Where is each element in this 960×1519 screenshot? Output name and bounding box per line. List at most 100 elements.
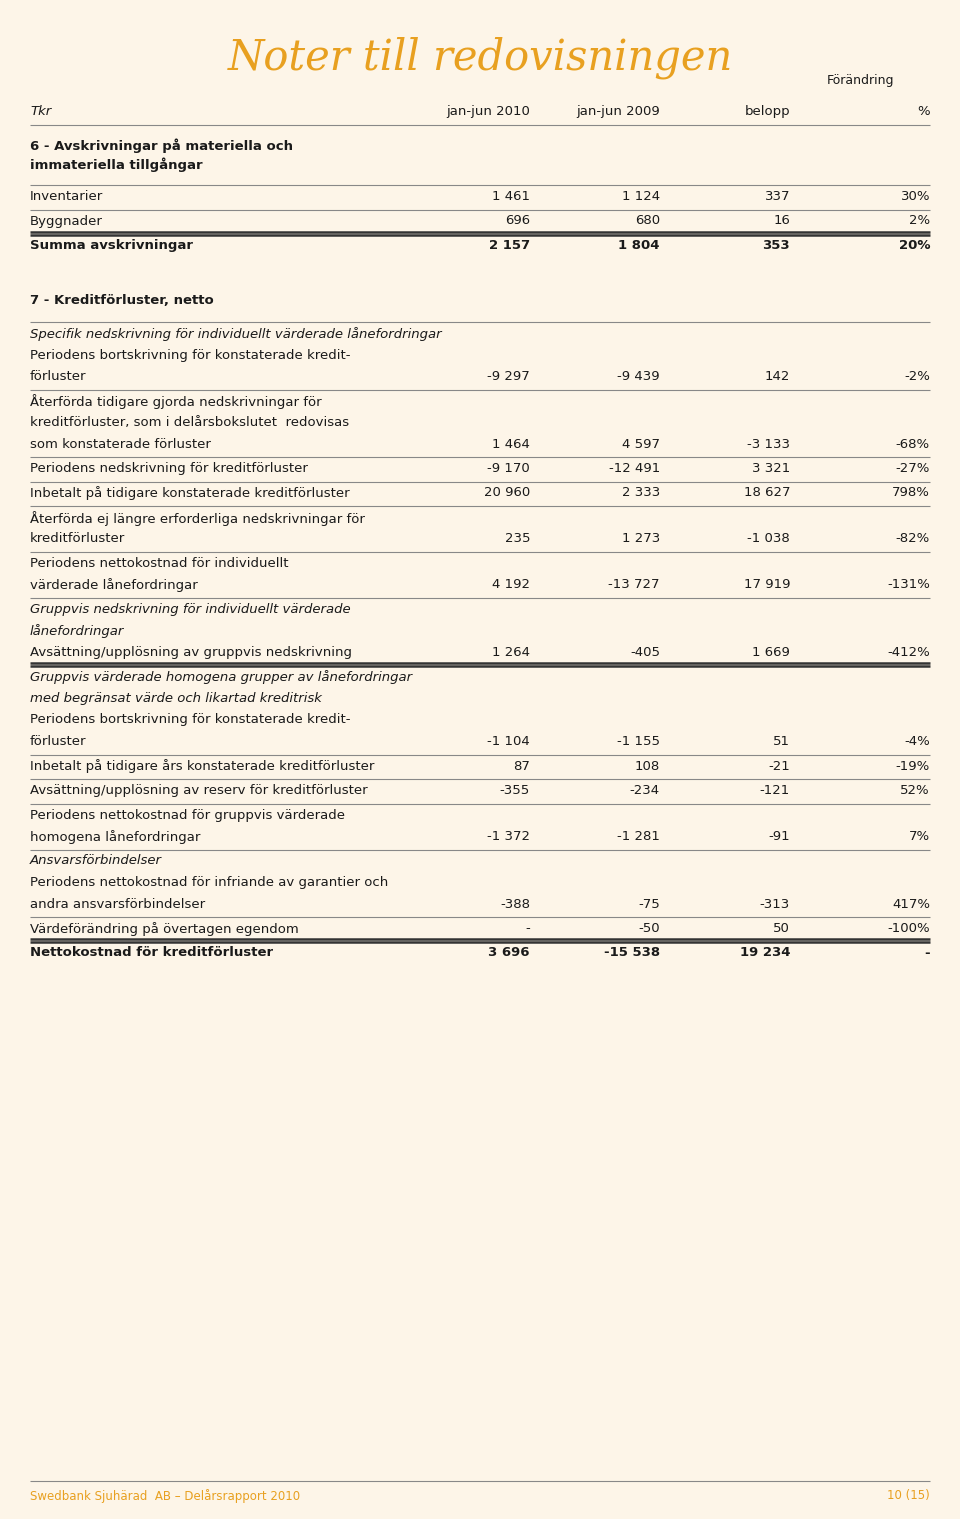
Text: -1 281: -1 281 <box>617 829 660 843</box>
Text: Periodens bortskrivning för konstaterade kredit-: Periodens bortskrivning för konstaterade… <box>30 714 350 726</box>
Text: kreditförluster: kreditförluster <box>30 533 125 545</box>
Text: förluster: förluster <box>30 371 86 383</box>
Text: Noter till redovisningen: Noter till redovisningen <box>228 36 732 79</box>
Text: 2 333: 2 333 <box>622 486 660 500</box>
Text: Inbetalt på tidigare års konstaterade kreditförluster: Inbetalt på tidigare års konstaterade kr… <box>30 760 374 773</box>
Text: 680: 680 <box>635 214 660 228</box>
Text: 1 669: 1 669 <box>752 646 790 659</box>
Text: 235: 235 <box>505 533 530 545</box>
Text: 4 192: 4 192 <box>492 579 530 591</box>
Text: 1 464: 1 464 <box>492 437 530 451</box>
Text: -82%: -82% <box>896 533 930 545</box>
Text: belopp: belopp <box>744 105 790 118</box>
Text: -19%: -19% <box>896 760 930 773</box>
Text: kreditförluster, som i delårsbokslutet  redovisas: kreditförluster, som i delårsbokslutet r… <box>30 416 349 428</box>
Text: 52%: 52% <box>900 784 930 797</box>
Text: Periodens bortskrivning för konstaterade kredit-: Periodens bortskrivning för konstaterade… <box>30 348 350 362</box>
Text: -3 133: -3 133 <box>747 437 790 451</box>
Text: Inbetalt på tidigare konstaterade kreditförluster: Inbetalt på tidigare konstaterade kredit… <box>30 486 349 500</box>
Text: 6 - Avskrivningar på materiella och: 6 - Avskrivningar på materiella och <box>30 138 293 152</box>
Text: 417%: 417% <box>892 898 930 910</box>
Text: -9 297: -9 297 <box>488 371 530 383</box>
Text: 50: 50 <box>773 922 790 936</box>
Text: -15 538: -15 538 <box>604 946 660 960</box>
Text: 108: 108 <box>635 760 660 773</box>
Text: 1 264: 1 264 <box>492 646 530 659</box>
Text: Periodens nettokostnad för gruppvis värderade: Periodens nettokostnad för gruppvis värd… <box>30 808 345 822</box>
Text: Inventarier: Inventarier <box>30 190 104 204</box>
Text: andra ansvarsförbindelser: andra ansvarsförbindelser <box>30 898 205 910</box>
Text: 87: 87 <box>514 760 530 773</box>
Text: 142: 142 <box>764 371 790 383</box>
Text: -355: -355 <box>500 784 530 797</box>
Text: 16: 16 <box>773 214 790 228</box>
Text: 17 919: 17 919 <box>743 579 790 591</box>
Text: homogena lånefordringar: homogena lånefordringar <box>30 829 201 845</box>
Text: -50: -50 <box>638 922 660 936</box>
Text: 20%: 20% <box>899 238 930 252</box>
Text: 337: 337 <box>764 190 790 204</box>
Text: Avsättning/upplösning av reserv för kreditförluster: Avsättning/upplösning av reserv för kred… <box>30 784 368 797</box>
Text: Tkr: Tkr <box>30 105 51 118</box>
Text: Gruppvis nedskrivning för individuellt värderade: Gruppvis nedskrivning för individuellt v… <box>30 603 350 617</box>
Text: -412%: -412% <box>887 646 930 659</box>
Text: Värdeförändring på övertagen egendom: Värdeförändring på övertagen egendom <box>30 922 299 936</box>
Text: 30%: 30% <box>900 190 930 204</box>
Text: -234: -234 <box>630 784 660 797</box>
Text: 3 696: 3 696 <box>489 946 530 960</box>
Text: Periodens nettokostnad för infriande av garantier och: Periodens nettokostnad för infriande av … <box>30 876 388 889</box>
Text: Specifik nedskrivning för individuellt värderade lånefordringar: Specifik nedskrivning för individuellt v… <box>30 327 442 340</box>
Text: -1 104: -1 104 <box>488 735 530 747</box>
Text: jan-jun 2009: jan-jun 2009 <box>576 105 660 118</box>
Text: 1 461: 1 461 <box>492 190 530 204</box>
Text: förluster: förluster <box>30 735 86 747</box>
Text: Återförda tidigare gjorda nedskrivningar för: Återförda tidigare gjorda nedskrivningar… <box>30 395 322 410</box>
Text: Gruppvis värderade homogena grupper av lånefordringar: Gruppvis värderade homogena grupper av l… <box>30 670 412 685</box>
Text: värderade lånefordringar: värderade lånefordringar <box>30 579 198 592</box>
Text: -405: -405 <box>630 646 660 659</box>
Text: 2%: 2% <box>909 214 930 228</box>
Text: 7 - Kreditförluster, netto: 7 - Kreditförluster, netto <box>30 295 214 307</box>
Text: -313: -313 <box>759 898 790 910</box>
Text: -1 372: -1 372 <box>487 829 530 843</box>
Text: -68%: -68% <box>896 437 930 451</box>
Text: 10 (15): 10 (15) <box>887 1489 930 1502</box>
Text: lånefordringar: lånefordringar <box>30 624 125 638</box>
Text: 1 124: 1 124 <box>622 190 660 204</box>
Text: -121: -121 <box>759 784 790 797</box>
Text: 20 960: 20 960 <box>484 486 530 500</box>
Text: 353: 353 <box>762 238 790 252</box>
Text: -75: -75 <box>638 898 660 910</box>
Text: 4 597: 4 597 <box>622 437 660 451</box>
Text: 51: 51 <box>773 735 790 747</box>
Text: Avsättning/upplösning av gruppvis nedskrivning: Avsättning/upplösning av gruppvis nedskr… <box>30 646 352 659</box>
Text: 798%: 798% <box>892 486 930 500</box>
Text: 19 234: 19 234 <box>739 946 790 960</box>
Text: Ansvarsförbindelser: Ansvarsförbindelser <box>30 855 162 867</box>
Text: -: - <box>924 946 930 960</box>
Text: Byggnader: Byggnader <box>30 214 103 228</box>
Text: 1 804: 1 804 <box>618 238 660 252</box>
Text: -388: -388 <box>500 898 530 910</box>
Text: -100%: -100% <box>887 922 930 936</box>
Text: 3 321: 3 321 <box>752 462 790 475</box>
Text: Nettokostnad för kreditförluster: Nettokostnad för kreditförluster <box>30 946 274 960</box>
Text: som konstaterade förluster: som konstaterade förluster <box>30 437 211 451</box>
Text: -131%: -131% <box>887 579 930 591</box>
Text: -2%: -2% <box>904 371 930 383</box>
Text: 7%: 7% <box>909 829 930 843</box>
Text: 696: 696 <box>505 214 530 228</box>
Text: Förändring: Förändring <box>827 74 894 87</box>
Text: %: % <box>918 105 930 118</box>
Text: jan-jun 2010: jan-jun 2010 <box>446 105 530 118</box>
Text: 18 627: 18 627 <box>743 486 790 500</box>
Text: -21: -21 <box>768 760 790 773</box>
Text: Periodens nettokostnad för individuellt: Periodens nettokostnad för individuellt <box>30 557 289 570</box>
Text: -1 155: -1 155 <box>617 735 660 747</box>
Text: -91: -91 <box>768 829 790 843</box>
Text: Periodens nedskrivning för kreditförluster: Periodens nedskrivning för kreditförlust… <box>30 462 308 475</box>
Text: -9 439: -9 439 <box>617 371 660 383</box>
Text: -13 727: -13 727 <box>609 579 660 591</box>
Text: -: - <box>525 922 530 936</box>
Text: -27%: -27% <box>896 462 930 475</box>
